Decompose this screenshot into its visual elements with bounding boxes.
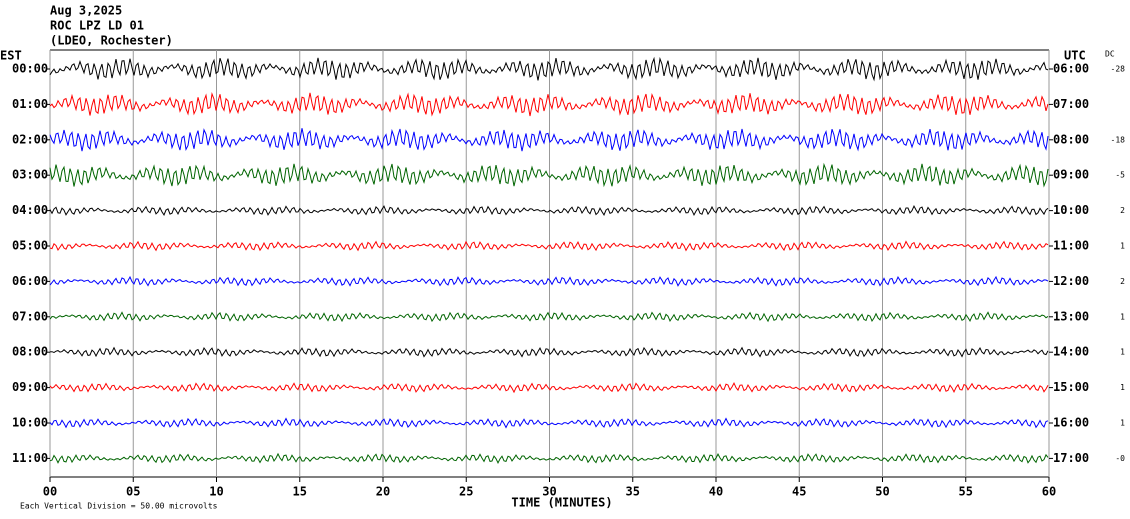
est-label: 02:00	[12, 132, 48, 146]
utc-label: 13:00	[1053, 309, 1089, 323]
est-label: 00:00	[12, 62, 48, 76]
trace	[49, 91, 1049, 117]
est-label: 01:00	[12, 97, 48, 111]
title-line: Aug 3,2025	[50, 4, 122, 18]
x-axis-label: TIME (MINUTES)	[511, 496, 612, 510]
utc-label: 16:00	[1053, 416, 1089, 430]
est-label: 08:00	[12, 345, 48, 359]
x-tick-label: 30	[542, 485, 556, 499]
dc-value: 2	[1120, 206, 1125, 215]
x-tick-label: 00	[43, 485, 57, 499]
title-line: ROC LPZ LD 01	[50, 19, 144, 33]
est-label: 11:00	[12, 451, 48, 465]
footer: Each Vertical Division = 50.00 microvolt…	[20, 502, 218, 511]
dc-value: 1	[1120, 312, 1125, 321]
dc-value: -0	[1115, 454, 1125, 463]
dc-value: 1	[1120, 242, 1125, 251]
x-tick-label: 45	[792, 485, 806, 499]
est-label: 06:00	[12, 274, 48, 288]
est-label: 07:00	[12, 309, 48, 323]
x-tick-label: 40	[709, 485, 723, 499]
dc-value: 1	[1120, 419, 1125, 428]
x-tick-label: 50	[875, 485, 889, 499]
trace	[49, 381, 1049, 394]
dc-value: -5	[1115, 171, 1125, 180]
trace	[49, 452, 1049, 465]
utc-label: 15:00	[1053, 380, 1089, 394]
dc-value: -28	[1111, 65, 1126, 74]
x-tick-label: 35	[626, 485, 640, 499]
dc-value: -18	[1111, 135, 1126, 144]
trace	[49, 311, 1049, 323]
x-tick-label: 60	[1042, 485, 1056, 499]
utc-label: 12:00	[1053, 274, 1089, 288]
est-label: 04:00	[12, 203, 48, 217]
utc-label: 07:00	[1053, 97, 1089, 111]
x-tick-label: 25	[459, 485, 473, 499]
utc-label: 08:00	[1053, 132, 1089, 146]
trace	[49, 56, 1049, 82]
trace	[49, 417, 1049, 429]
x-tick-label: 10	[209, 485, 223, 499]
est-label: 05:00	[12, 239, 48, 253]
utc-label: 10:00	[1053, 203, 1089, 217]
trace	[49, 240, 1049, 252]
x-tick-label: 20	[376, 485, 390, 499]
trace	[49, 162, 1049, 188]
trace	[49, 204, 1049, 217]
dc-value: 1	[1120, 383, 1125, 392]
dc-value: 2	[1120, 277, 1125, 286]
left-axis-label: EST	[0, 49, 22, 63]
utc-label: 17:00	[1053, 451, 1089, 465]
dc-value: 1	[1120, 348, 1125, 357]
trace	[49, 128, 1049, 152]
x-tick-label: 15	[293, 485, 307, 499]
utc-label: 14:00	[1053, 345, 1089, 359]
x-tick-label: 55	[959, 485, 973, 499]
right-axis-label: UTC	[1064, 49, 1086, 63]
utc-label: 11:00	[1053, 239, 1089, 253]
utc-label: 09:00	[1053, 168, 1089, 182]
utc-label: 06:00	[1053, 62, 1089, 76]
est-label: 09:00	[12, 380, 48, 394]
trace	[49, 346, 1049, 358]
dc-label: DC	[1105, 50, 1115, 59]
trace	[49, 275, 1049, 287]
est-label: 10:00	[12, 416, 48, 430]
est-label: 03:00	[12, 168, 48, 182]
x-tick-label: 05	[126, 485, 140, 499]
title-line: (LDEO, Rochester)	[50, 34, 173, 48]
